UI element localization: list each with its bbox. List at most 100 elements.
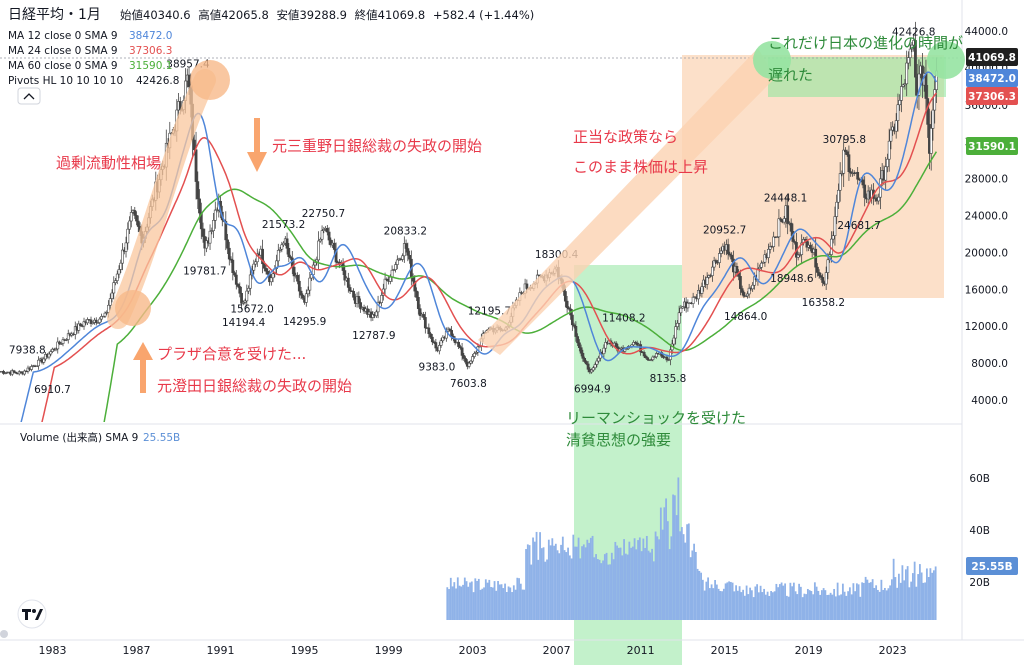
candle [248,267,252,296]
volume-bar [778,584,781,620]
candle [840,170,844,177]
candle [406,242,410,262]
candle [208,224,212,250]
volume-bar [687,523,690,620]
indicator-ma12[interactable]: MA 12 close 0 SMA 9 38472.0 [8,30,172,42]
candle [700,282,704,298]
volume-bar [777,587,780,620]
volume-bar [892,558,895,620]
indicator-ma60[interactable]: MA 60 close 0 SMA 9 31590.1 [8,60,172,72]
volume-bar [451,586,454,620]
volume-bar [845,595,848,620]
volume-bar [456,577,459,620]
volume-bar [719,591,722,620]
volume-bar [854,591,857,620]
volume-bar [908,587,911,620]
candle [767,243,770,264]
indicator-ma24[interactable]: MA 24 close 0 SMA 9 37306.3 [8,45,172,57]
candle [236,283,240,288]
volume-bar [476,580,478,620]
candle [422,311,425,320]
price-tick-label: 24000.0 [965,211,1008,223]
volume-bar [925,568,928,620]
volume-bar [906,566,909,620]
volume-bar [686,524,688,620]
volume-bar [677,477,680,620]
candle [201,222,205,243]
candle [327,227,331,245]
candle [212,213,215,238]
volume-bar [904,569,907,620]
volume-bar [766,591,769,620]
candle [845,149,849,157]
low-label: 安値 [276,8,299,22]
volume-bar [549,545,552,620]
candle [86,317,89,325]
pivot-label: 21573.2 [262,219,305,231]
candle [213,201,217,229]
candle [77,320,81,334]
candle [602,344,606,358]
volume-bar [532,537,534,620]
candle [376,295,380,319]
candle [462,352,466,361]
volume-bar [467,586,470,620]
volume-bar [523,589,526,620]
volume-bar [880,579,883,620]
candle [835,194,839,225]
candle [308,272,312,297]
volume-bar [530,564,533,620]
scroll-handle-icon[interactable] [0,630,8,638]
volume-bar [654,531,657,620]
candle [472,351,476,359]
chart-title[interactable]: 日経平均・1月 [8,7,101,23]
candle [115,270,119,285]
candle [299,286,303,300]
candle [635,340,639,348]
candle [908,40,912,67]
volume-bar [838,595,841,620]
volume-bar [584,547,587,620]
volume-legend-label: Volume (出来高) SMA 9 [20,431,138,444]
volume-bar [491,587,494,620]
collapse-legend-button[interactable] [17,87,41,105]
candle [474,350,478,356]
ohlc-readout: 始値40340.6 高値42065.8 安値39288.9 終値41069.8 … [120,8,534,22]
candle [742,290,746,299]
volume-bar [495,590,498,620]
volume-bars [446,477,937,620]
volume-bar [668,549,671,620]
candle [574,321,578,342]
volume-bar [782,585,785,620]
volume-bar [679,531,681,620]
indicator-value: 38472.0 [129,30,172,42]
annotation-plaza-2: 元澄田日銀総裁の失政の開始 [157,377,352,395]
candle [821,273,825,287]
volume-tick-label: 60B [969,473,990,485]
candle [128,216,131,234]
indicator-pivots[interactable]: Pivots HL 10 10 10 10 42426.8 [8,75,179,87]
candle [747,283,751,299]
candle [817,269,821,279]
volume-legend[interactable]: Volume (出来高) SMA 9 25.55B [20,431,180,444]
volume-bar [593,557,596,620]
candle [243,298,247,305]
volume-bar [574,546,576,620]
volume-bar [504,583,506,620]
price-badge: 41069.8 [966,48,1018,66]
candle [597,355,601,364]
candle [35,365,39,367]
volume-bar [453,582,456,620]
volume-bar [649,552,652,620]
candle [329,237,333,248]
candle [469,359,473,365]
volume-bar [715,584,718,620]
volume-bar [885,590,888,620]
volume-bar [735,585,738,620]
volume-bar [731,582,734,620]
candle [404,239,408,253]
annotation-shapes [107,41,965,393]
volume-bar [497,581,499,620]
peak-circle [190,60,230,100]
